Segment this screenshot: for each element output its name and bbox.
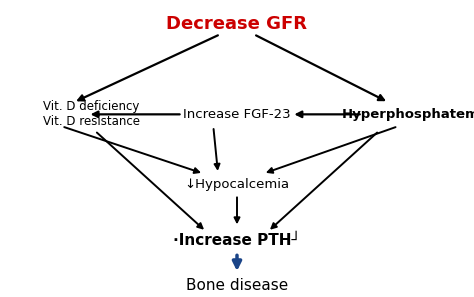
Text: ↓Hypocalcemia: ↓Hypocalcemia — [184, 178, 290, 191]
Text: ∙Increase PTH┘: ∙Increase PTH┘ — [173, 233, 301, 248]
Text: Decrease GFR: Decrease GFR — [166, 15, 308, 33]
Text: Hyperphosphatemia: Hyperphosphatemia — [341, 108, 474, 121]
Text: Increase FGF-23: Increase FGF-23 — [183, 108, 291, 121]
Text: Vit. D deficiency
Vit. D resistance: Vit. D deficiency Vit. D resistance — [43, 100, 140, 128]
Text: Bone disease: Bone disease — [186, 278, 288, 293]
